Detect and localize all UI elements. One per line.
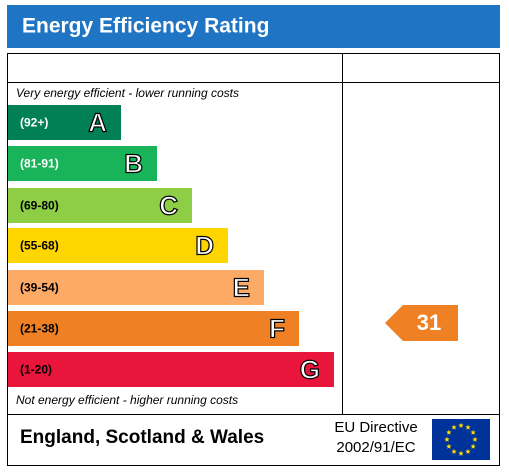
header-bar — [7, 5, 500, 48]
directive: 2002/91/EC — [336, 439, 415, 456]
band-bar — [8, 228, 228, 263]
band-bar — [8, 270, 264, 305]
eu-star — [446, 443, 452, 449]
eu-star — [465, 424, 471, 430]
eu-star — [446, 429, 452, 435]
eu-stars — [444, 422, 478, 456]
eu-star — [470, 429, 476, 435]
band-range: (55-68) — [20, 239, 59, 253]
band-range: (81-91) — [20, 157, 59, 171]
current-rating: 31 — [417, 310, 441, 335]
band-range: (39-54) — [20, 281, 59, 295]
band-bar — [8, 311, 299, 346]
band-bar — [8, 352, 334, 387]
band-bar — [8, 105, 121, 140]
eu-star — [470, 443, 476, 449]
directive: EU Directive — [334, 419, 417, 436]
eu-star — [465, 448, 471, 454]
eu-star — [472, 436, 478, 442]
frame — [7, 53, 500, 466]
band-range: (69-80) — [20, 199, 59, 213]
title: Energy Efficiency Rating — [22, 15, 269, 38]
eu-star — [451, 424, 457, 430]
band-letter: F — [269, 313, 285, 343]
band-letter: D — [195, 230, 214, 260]
band-letter: C — [159, 190, 178, 220]
eu-star — [458, 422, 464, 428]
band-range: (92+) — [20, 116, 48, 130]
band-letter: A — [88, 107, 107, 137]
bottom-note: Not energy efficient - higher running co… — [16, 393, 238, 407]
top-note: Very energy efficient - lower running co… — [16, 86, 239, 100]
band-bar — [8, 146, 157, 181]
eu-star — [458, 450, 464, 456]
eu-star — [451, 448, 457, 454]
band-letter: G — [300, 354, 320, 384]
band-letter: E — [233, 272, 250, 302]
current-arrow — [385, 305, 458, 341]
band-bar — [8, 188, 192, 223]
band-letter: B — [124, 148, 143, 178]
band-range: (21-38) — [20, 322, 59, 336]
band-range: (1-20) — [20, 363, 52, 377]
eu-star — [444, 436, 450, 442]
region: England, Scotland & Wales — [20, 427, 264, 448]
